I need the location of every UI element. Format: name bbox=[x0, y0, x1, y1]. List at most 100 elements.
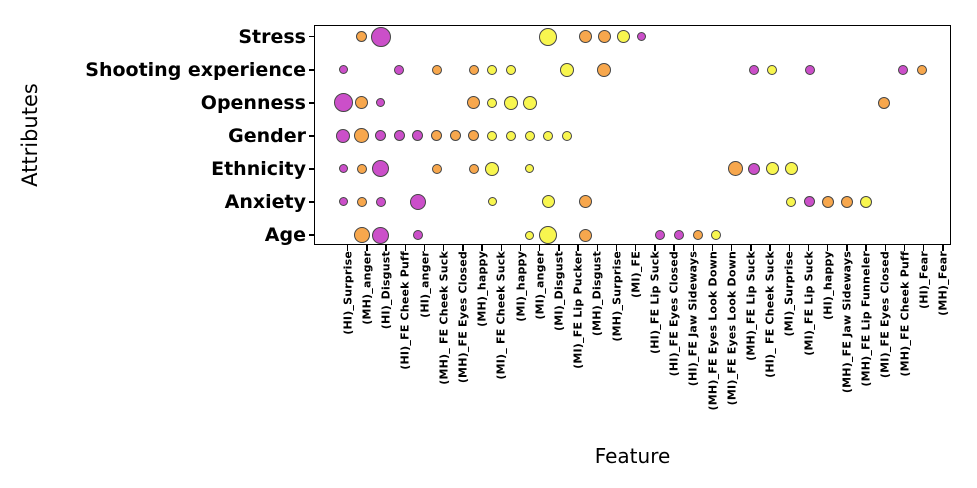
x-tick bbox=[903, 245, 906, 251]
bubble bbox=[356, 163, 367, 174]
x-tick-label: (MI)_anger bbox=[533, 251, 547, 320]
y-tick bbox=[308, 102, 314, 104]
bubble bbox=[354, 128, 370, 144]
bubble bbox=[525, 230, 535, 240]
x-tick-label: (MH)_ FE Cheek Suck bbox=[437, 251, 451, 385]
x-tick-label: (HI)_ FE Cheek Suck bbox=[763, 251, 777, 378]
bubble bbox=[467, 96, 481, 110]
x-tick-label: (HI)_Surprise bbox=[341, 251, 355, 335]
bubble bbox=[579, 195, 593, 209]
bubble bbox=[747, 162, 760, 175]
y-tick bbox=[308, 201, 314, 203]
x-tick bbox=[346, 245, 349, 251]
bubble bbox=[506, 130, 517, 141]
x-tick bbox=[481, 245, 483, 251]
bubble bbox=[431, 130, 442, 142]
bubble bbox=[727, 161, 743, 177]
bubble bbox=[841, 195, 854, 208]
bubble bbox=[560, 62, 575, 77]
bubble bbox=[353, 227, 370, 243]
x-tick-label: (MH)_Surprise bbox=[610, 251, 623, 342]
bubble bbox=[765, 162, 779, 176]
bubble bbox=[409, 193, 426, 210]
x-tick bbox=[942, 245, 944, 251]
bubble bbox=[786, 196, 797, 207]
x-tick bbox=[366, 245, 368, 251]
x-tick bbox=[769, 245, 771, 251]
x-tick bbox=[865, 245, 867, 251]
x-tick bbox=[884, 245, 887, 251]
x-tick bbox=[577, 245, 579, 251]
y-tick bbox=[308, 68, 314, 71]
x-tick bbox=[423, 245, 426, 251]
bubble bbox=[355, 96, 369, 110]
bubble bbox=[539, 226, 558, 244]
bubble bbox=[376, 98, 386, 108]
x-tick-label: (MH)_Fear bbox=[936, 251, 950, 316]
x-tick-label: (MH)_FE Jaw Sideways bbox=[840, 251, 854, 394]
bubble bbox=[539, 27, 558, 46]
bubble bbox=[412, 130, 424, 142]
bubble bbox=[597, 62, 612, 77]
bubble bbox=[784, 162, 798, 176]
x-tick bbox=[558, 245, 560, 251]
x-tick bbox=[442, 245, 445, 251]
x-axis-title: Feature bbox=[594, 444, 671, 468]
bubble bbox=[597, 30, 611, 44]
y-tick bbox=[308, 234, 314, 236]
y-tick bbox=[308, 35, 314, 38]
y-tick-label: Stress bbox=[238, 25, 306, 48]
bubble bbox=[485, 161, 500, 176]
bubble bbox=[333, 93, 353, 113]
x-tick-label: (MI)_happy bbox=[514, 251, 527, 322]
bubble bbox=[522, 95, 537, 110]
x-tick bbox=[404, 245, 407, 251]
bubble bbox=[336, 128, 351, 143]
bubble bbox=[370, 26, 391, 47]
bubble bbox=[338, 164, 348, 174]
x-tick bbox=[922, 245, 925, 251]
x-tick-label: (HI)_Disgust bbox=[379, 251, 393, 330]
x-tick-label: (MI)_FE Lip Suck bbox=[802, 251, 815, 356]
y-tick-label: Age bbox=[264, 224, 306, 246]
bubble bbox=[506, 64, 517, 75]
bubble bbox=[898, 64, 908, 75]
bubble bbox=[394, 64, 405, 75]
x-tick bbox=[462, 245, 464, 251]
x-tick-label: (MH)_FE Eyes Look Down bbox=[706, 251, 719, 411]
bubble bbox=[487, 197, 497, 207]
x-tick bbox=[807, 245, 810, 251]
bubble bbox=[804, 64, 815, 75]
x-tick-label: (MH)_FE Lip Suck bbox=[744, 251, 758, 361]
x-tick-label: (MH)_anger bbox=[360, 251, 374, 325]
x-tick bbox=[826, 245, 829, 251]
x-tick-label: (MI)_FE Eyes Closed bbox=[878, 251, 892, 379]
x-tick-label: (HI)_anger bbox=[418, 251, 431, 318]
x-tick-label: (MI)_ FE Cheek Suck bbox=[494, 251, 508, 380]
bubble bbox=[562, 130, 573, 141]
bubble bbox=[487, 97, 498, 108]
bubble bbox=[616, 30, 630, 44]
bubble bbox=[356, 196, 367, 207]
x-tick-label: (HI)_FE Cheek Puff bbox=[398, 251, 412, 370]
x-tick-label: (HI)_Fear bbox=[917, 251, 931, 310]
bubble bbox=[372, 160, 390, 178]
bubble bbox=[916, 64, 927, 75]
bubble bbox=[431, 64, 442, 75]
bubble bbox=[541, 195, 555, 209]
x-tick-label: (MI)_FE Lip Pucker bbox=[571, 251, 585, 369]
x-tick bbox=[692, 245, 695, 251]
x-tick bbox=[615, 245, 618, 251]
y-tick-label: Shooting experience bbox=[85, 58, 306, 81]
bubble bbox=[859, 195, 872, 208]
x-tick bbox=[500, 245, 503, 251]
bubble bbox=[579, 30, 593, 44]
x-tick-label: (MH)_happy bbox=[475, 251, 489, 327]
bubble bbox=[449, 130, 461, 142]
bubble bbox=[748, 64, 759, 75]
bubble bbox=[338, 65, 348, 75]
x-tick-label: (MH)_FE Eyes Closed bbox=[456, 251, 470, 384]
bubble bbox=[356, 31, 368, 43]
bubble bbox=[504, 95, 519, 110]
bubble bbox=[878, 96, 891, 109]
